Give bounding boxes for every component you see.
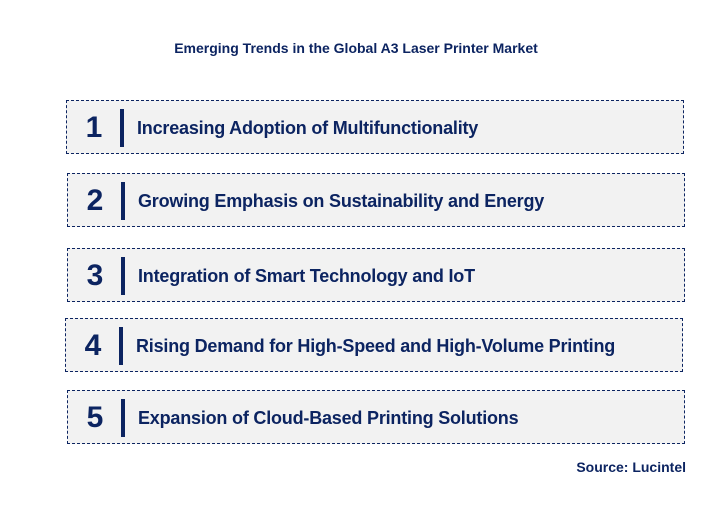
- trend-label: Growing Emphasis on Sustainability and E…: [138, 191, 545, 211]
- trend-item-1: 1 Increasing Adoption of Multifunctional…: [66, 100, 684, 154]
- divider-bar: [121, 399, 125, 437]
- trend-number: 5: [86, 401, 104, 434]
- divider-bar: [121, 182, 125, 220]
- trend-number: 1: [85, 111, 103, 144]
- divider-bar: [121, 257, 125, 295]
- trend-item-5: 5 Expansion of Cloud-Based Printing Solu…: [67, 390, 685, 444]
- source-credit: Source: Lucintel: [576, 459, 686, 475]
- trend-number: 4: [84, 329, 102, 362]
- divider-bar: [120, 109, 124, 147]
- trend-label: Increasing Adoption of Multifunctionalit…: [137, 118, 479, 138]
- trend-label: Rising Demand for High-Speed and High-Vo…: [136, 336, 616, 356]
- trend-item-4: 4 Rising Demand for High-Speed and High-…: [65, 318, 683, 372]
- trend-number: 3: [86, 259, 104, 292]
- trend-number: 2: [86, 184, 104, 217]
- divider-bar: [119, 327, 123, 365]
- trend-label: Expansion of Cloud-Based Printing Soluti…: [138, 408, 519, 428]
- trend-item-3: 3 Integration of Smart Technology and Io…: [67, 248, 685, 302]
- trend-item-2: 2 Growing Emphasis on Sustainability and…: [67, 173, 685, 227]
- diagram-title: Emerging Trends in the Global A3 Laser P…: [174, 40, 538, 56]
- trend-label: Integration of Smart Technology and IoT: [138, 266, 475, 286]
